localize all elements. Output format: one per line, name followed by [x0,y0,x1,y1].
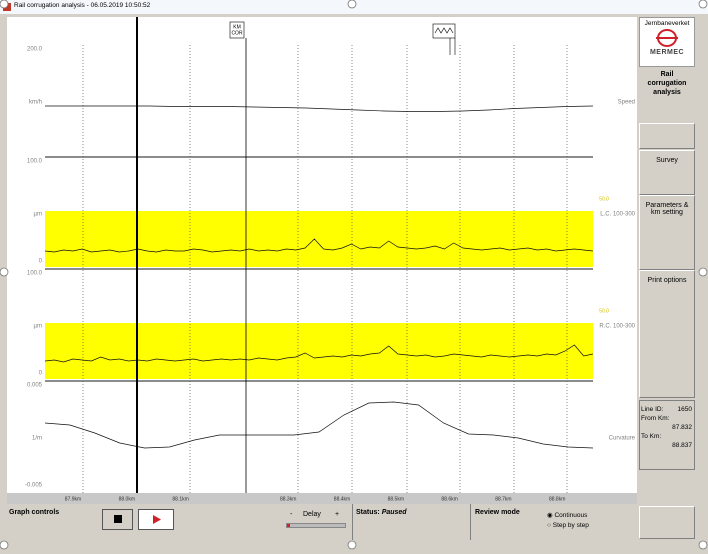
threshold-band [45,323,593,379]
graph-controls-label: Graph controls [9,509,60,516]
y-tick-label: 0.005 [27,383,43,389]
unit-label: µm [34,324,42,330]
blank-button[interactable] [639,506,695,539]
play-triangle [153,515,161,524]
info-panel: Line ID: 1650 From Km: 87.832 To Km: 88.8… [639,400,695,470]
threshold-label: 50.0 [599,308,609,314]
x-tick-label: 88.7km [495,496,511,502]
x-tick-label: 88.8km [549,496,565,502]
window-title: Rail corrugation analysis - 06.05.2019 1… [14,2,151,9]
unit-label: 1/m [32,436,42,442]
slider-thumb[interactable] [287,524,290,527]
y-tick-label: 100.0 [27,159,43,165]
handle [0,540,9,550]
delay-plus[interactable]: + [335,511,340,518]
channel-name: Speed [618,100,635,106]
info-label: From Km: [641,415,670,422]
info-value: 1650 [677,406,692,413]
event-marker[interactable] [432,23,456,39]
y-tick-label: -0.005 [25,483,43,489]
handle [698,0,708,9]
km-cor-box[interactable] [229,21,245,39]
unit-label: km/h [29,100,42,106]
y-tick-label: 200.0 [27,47,43,53]
radio-label: Continuous [554,512,588,519]
x-tick-label: 88.1km [172,496,188,502]
print-options-button[interactable]: Print options [639,270,695,398]
blank-button[interactable] [639,123,695,149]
info-value: 88.837 [672,442,692,449]
delay-label: Delay [303,511,321,518]
handle [347,0,357,9]
play-button[interactable] [138,509,174,530]
unit-label: µm [34,212,42,218]
brand: Jernbaneverket [644,20,690,27]
x-tick-label: 87.9km [65,496,81,502]
info-label: To Km: [641,433,662,440]
x-tick-label: 88.5km [388,496,404,502]
radio-step[interactable]: ○ Step by step [547,522,589,529]
stop-button[interactable] [102,509,133,530]
channel-name: L.C. 100-300 [600,212,635,218]
parameters-button[interactable]: Parameters & km setting [639,195,695,270]
event-icon [434,27,454,34]
x-tick-label: 88.6km [441,496,457,502]
delay-minus[interactable]: - [290,511,293,518]
x-axis-strip [7,493,637,504]
logo-text: MERMEC [649,49,685,56]
status: Status: Paused [356,509,407,516]
threshold-label: 50.0 [599,196,609,202]
status-value: Paused [381,509,407,516]
logo-box: Jernbaneverket MERMEC [639,17,695,67]
threshold-band [45,211,593,267]
play-icon [153,515,161,524]
x-tick-label: 88.3km [280,496,296,502]
handle [0,0,9,9]
survey-button[interactable]: Survey [639,150,695,195]
radio-label: Step by step [552,522,589,529]
handle [347,540,357,550]
radio-continuous[interactable]: ◉ Continuous [547,512,588,519]
handle [0,267,9,277]
y-tick-label: 0 [39,259,43,265]
marker-label: COR [231,30,243,36]
x-tick-label: 88.4km [334,496,350,502]
stop-icon [113,515,122,523]
channel-name: R.C. 100-300 [599,324,635,330]
y-tick-label: 0 [39,371,43,377]
y-tick-label: 100.0 [27,271,43,277]
marker-label: KM [233,24,241,30]
review-mode-label: Review mode [475,509,520,516]
separator [352,504,353,540]
x-tick-label: 88.0km [119,496,135,502]
separator [470,504,471,540]
status-label: Status: [356,509,380,516]
info-label: Line ID: [641,406,664,413]
handle [698,267,708,277]
channel-name: Curvature [609,436,636,442]
info-value: 87.832 [672,424,692,431]
logo-mark [656,29,678,47]
delay-slider[interactable] [286,523,346,528]
sidebar-title: Rail corrugation analysis [647,71,687,96]
handle [698,540,708,550]
